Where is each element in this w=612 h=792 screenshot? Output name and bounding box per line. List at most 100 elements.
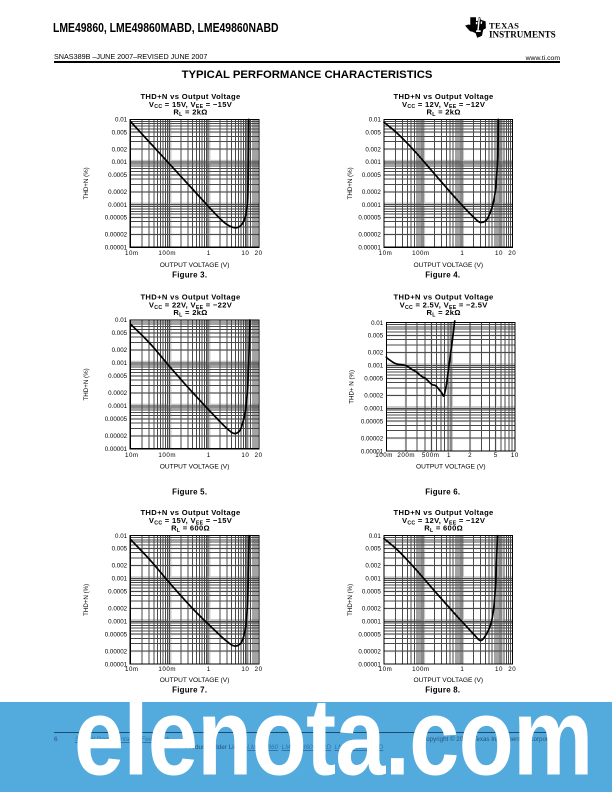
svg-text:0.0005: 0.0005 (108, 373, 127, 380)
svg-text:RL = 2kΩ: RL = 2kΩ (173, 108, 207, 118)
svg-text:0.00005: 0.00005 (105, 416, 128, 423)
svg-text:VCC = 12V, VEE = −12V: VCC = 12V, VEE = −12V (402, 100, 486, 110)
svg-text:100m: 100m (375, 452, 393, 459)
svg-text:0.002: 0.002 (112, 347, 128, 354)
svg-text:1: 1 (207, 250, 211, 257)
svg-text:THD+N vs Output Voltage: THD+N vs Output Voltage (140, 92, 240, 101)
svg-text:0.001: 0.001 (112, 360, 128, 367)
svg-text:20: 20 (255, 666, 263, 673)
svg-text:0.005: 0.005 (365, 129, 381, 136)
svg-text:0.001: 0.001 (365, 576, 381, 583)
svg-text:0.002: 0.002 (368, 350, 384, 357)
svg-text:0.0001: 0.0001 (108, 202, 127, 209)
svg-text:0.005: 0.005 (112, 330, 128, 337)
svg-text:0.001: 0.001 (112, 159, 128, 166)
svg-text:0.002: 0.002 (365, 146, 381, 153)
svg-text:0.0001: 0.0001 (108, 403, 127, 410)
svg-text:RL = 2kΩ: RL = 2kΩ (173, 308, 207, 318)
svg-text:0.00002: 0.00002 (361, 435, 384, 442)
svg-text:0.00002: 0.00002 (105, 232, 128, 239)
svg-text:THD+N vs Output Voltage: THD+N vs Output Voltage (140, 508, 240, 517)
svg-text:0.005: 0.005 (112, 129, 128, 136)
svg-text:0.00001: 0.00001 (105, 661, 128, 668)
svg-text:10: 10 (241, 250, 249, 257)
svg-text:100m: 100m (158, 250, 176, 257)
svg-text:0.00005: 0.00005 (358, 215, 381, 222)
svg-text:THD+N (%): THD+N (%) (83, 368, 90, 400)
svg-text:0.00002: 0.00002 (358, 232, 381, 239)
svg-text:VCC = 2.5V, VEE = −2.5V: VCC = 2.5V, VEE = −2.5V (400, 300, 489, 310)
svg-text:10m: 10m (125, 250, 139, 257)
svg-text:1: 1 (207, 666, 211, 673)
svg-text:0.0002: 0.0002 (108, 606, 127, 613)
svg-text:THD+N vs Output Voltage: THD+N vs Output Voltage (394, 508, 494, 517)
svg-text:1: 1 (207, 452, 211, 459)
svg-text:VCC = 22V, VEE = −22V: VCC = 22V, VEE = −22V (149, 300, 233, 310)
svg-text:0.002: 0.002 (112, 146, 128, 153)
svg-text:0.00001: 0.00001 (361, 448, 384, 455)
svg-text:100m: 100m (158, 452, 176, 459)
svg-text:10: 10 (495, 250, 503, 257)
svg-text:0.01: 0.01 (371, 320, 384, 327)
svg-text:0.0002: 0.0002 (108, 390, 127, 397)
svg-text:0.00002: 0.00002 (105, 433, 128, 440)
svg-text:Figure 4.: Figure 4. (425, 271, 460, 280)
svg-text:0.0005: 0.0005 (362, 172, 381, 179)
svg-text:0.0001: 0.0001 (362, 202, 381, 209)
svg-text:500m: 500m (422, 452, 440, 459)
svg-text:Figure 6.: Figure 6. (425, 487, 460, 496)
svg-text:1: 1 (460, 666, 464, 673)
svg-text:Figure 8.: Figure 8. (425, 686, 460, 695)
svg-text:THD+N (%): THD+N (%) (347, 167, 354, 199)
svg-text:OUTPUT VOLTAGE (V): OUTPUT VOLTAGE (V) (416, 464, 486, 471)
svg-text:0.0002: 0.0002 (362, 189, 381, 196)
svg-text:THD+ N (%): THD+ N (%) (349, 370, 356, 404)
svg-text:0.002: 0.002 (112, 563, 128, 570)
svg-text:THD+N vs Output Voltage: THD+N vs Output Voltage (394, 92, 494, 101)
svg-text:Figure 5.: Figure 5. (172, 487, 207, 496)
svg-text:1: 1 (447, 452, 451, 459)
svg-text:0.005: 0.005 (368, 333, 384, 340)
svg-text:2: 2 (468, 452, 472, 459)
svg-text:10m: 10m (125, 452, 139, 459)
svg-text:20: 20 (508, 666, 516, 673)
svg-text:0.00005: 0.00005 (105, 631, 128, 638)
svg-text:10m: 10m (125, 666, 139, 673)
svg-text:0.01: 0.01 (369, 117, 382, 124)
svg-text:VCC = 12V, VEE = −12V: VCC = 12V, VEE = −12V (402, 516, 486, 526)
svg-text:0.0001: 0.0001 (108, 618, 127, 625)
svg-text:0.00002: 0.00002 (358, 648, 381, 655)
svg-text:INSTRUMENTS: INSTRUMENTS (489, 30, 556, 40)
svg-text:RL = 2kΩ: RL = 2kΩ (426, 308, 460, 318)
svg-text:0.00002: 0.00002 (105, 648, 128, 655)
svg-text:0.002: 0.002 (365, 563, 381, 570)
svg-text:0.0002: 0.0002 (364, 393, 383, 400)
svg-text:5: 5 (494, 452, 498, 459)
svg-text:OUTPUT VOLTAGE (V): OUTPUT VOLTAGE (V) (160, 464, 230, 471)
svg-text:10m: 10m (379, 666, 393, 673)
svg-text:0.00005: 0.00005 (358, 631, 381, 638)
svg-text:100m: 100m (158, 666, 176, 673)
svg-text:20: 20 (255, 250, 263, 257)
svg-text:1: 1 (460, 250, 464, 257)
svg-text:0.001: 0.001 (112, 576, 128, 583)
svg-text:THD+N vs Output Voltage: THD+N vs Output Voltage (140, 293, 240, 302)
svg-text:0.005: 0.005 (112, 546, 128, 553)
svg-text:0.00001: 0.00001 (358, 245, 381, 252)
svg-text:0.00001: 0.00001 (358, 661, 381, 668)
svg-text:RL = 600Ω: RL = 600Ω (171, 524, 210, 534)
svg-text:0.0005: 0.0005 (362, 589, 381, 596)
svg-text:10m: 10m (379, 250, 393, 257)
svg-text:0.0001: 0.0001 (362, 618, 381, 625)
svg-text:0.001: 0.001 (365, 159, 381, 166)
svg-text:0.00001: 0.00001 (105, 446, 128, 453)
svg-text:0.01: 0.01 (115, 533, 128, 540)
svg-text:TEXAS: TEXAS (489, 20, 519, 30)
svg-text:20: 20 (508, 250, 516, 257)
svg-text:0.00005: 0.00005 (105, 215, 128, 222)
svg-text:0.0002: 0.0002 (108, 189, 127, 196)
svg-text:10: 10 (241, 452, 249, 459)
svg-text:0.01: 0.01 (369, 533, 382, 540)
svg-text:RL = 2kΩ: RL = 2kΩ (426, 108, 460, 118)
svg-text:VCC = 15V, VEE = −15V: VCC = 15V, VEE = −15V (149, 516, 233, 526)
